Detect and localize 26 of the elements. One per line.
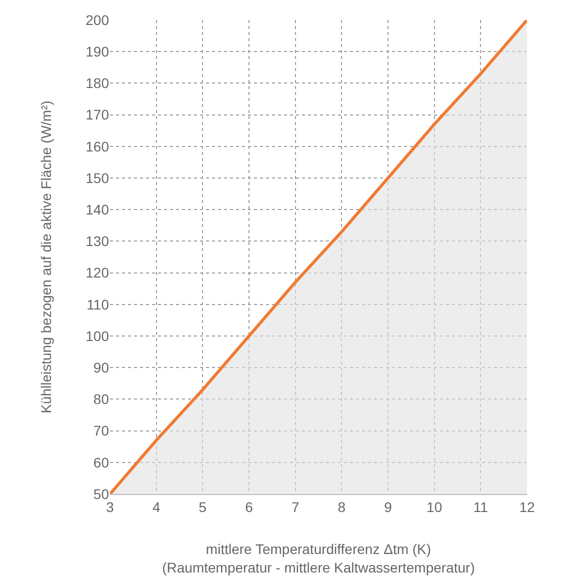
y-axis-title: Kühlleistung bezogen auf die aktive Fläche (W/m²): [38, 100, 54, 414]
x-tick-label: 12: [519, 498, 535, 515]
y-tick-label: 110: [86, 296, 110, 312]
y-tick-label: 160: [86, 138, 110, 154]
y-tick-label: 130: [86, 233, 110, 250]
y-tick-label: 70: [93, 422, 110, 439]
x-tick-label: 5: [198, 498, 207, 515]
x-tick-label: 10: [426, 498, 442, 515]
x-tick-label: 11: [473, 498, 488, 515]
y-tick-label: 140: [86, 202, 110, 218]
x-tick-label: 9: [384, 498, 392, 515]
y-tick-label: 60: [93, 454, 110, 470]
y-tick-label: 150: [86, 170, 110, 186]
y-tick-label: 120: [86, 264, 110, 281]
x-axis-title: mittlere Temperaturdifferenz Δtm (K) (Raumtemperatur - mittlere Kaltwassertemperatur): [162, 541, 475, 576]
y-tick-label: 90: [93, 360, 110, 376]
y-tick-label: 200: [86, 12, 110, 28]
x-tick-label: 7: [291, 498, 300, 515]
x-tick-label: 4: [152, 498, 160, 515]
x-tick-label: 8: [338, 498, 346, 515]
y-tick-label: 170: [86, 106, 110, 123]
y-tick-label: 180: [86, 75, 110, 92]
x-tick-label: 6: [245, 498, 254, 515]
y-tick-label: 190: [86, 44, 110, 60]
y-tick-label: 80: [93, 391, 110, 408]
y-tick-label: 100: [86, 328, 110, 344]
